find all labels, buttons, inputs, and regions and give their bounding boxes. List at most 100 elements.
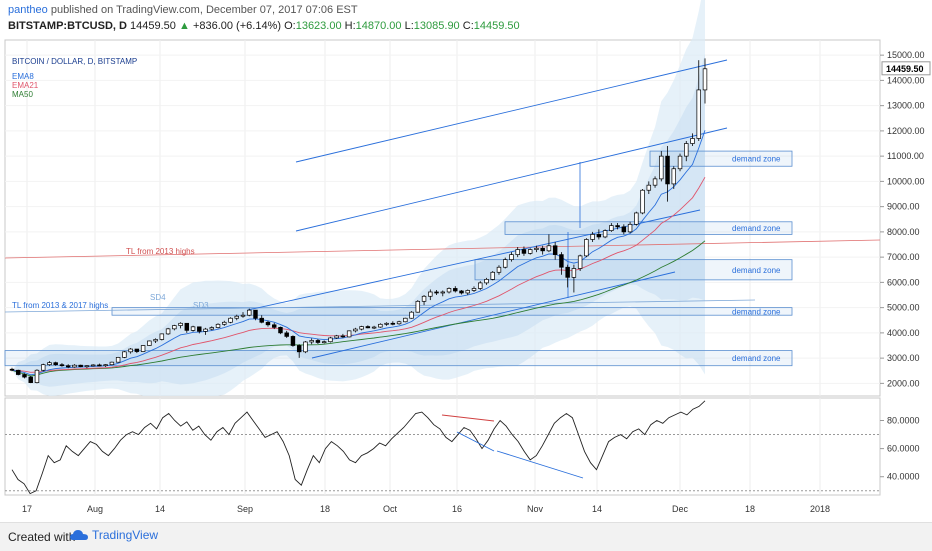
legend-ema21: EMA21 [12, 81, 39, 90]
candle-body [309, 340, 314, 343]
open-value: 13623.00 [295, 20, 342, 32]
candle-body [490, 271, 495, 280]
tradingview-logo[interactable]: TradingView [70, 528, 158, 542]
candle-body [646, 184, 652, 191]
candle-body [228, 317, 233, 323]
y-tick-label: 8000.00 [887, 227, 920, 237]
candle-body [546, 245, 552, 252]
oscillator-pane-frame [4, 397, 881, 496]
divergence-line [456, 431, 495, 452]
divergence-line [496, 450, 584, 479]
candle-body [478, 282, 483, 289]
candle-body [278, 326, 283, 334]
demand-zone-label: demand zone [732, 354, 781, 363]
candle-body [565, 266, 570, 278]
x-tick-label: 2018 [810, 504, 830, 514]
candle-body [634, 212, 639, 225]
bearish-divergence-line [441, 414, 495, 422]
candle-body [396, 321, 402, 325]
candle-body [184, 322, 190, 331]
tradingview-brand: TradingView [92, 528, 159, 542]
candle-body [65, 365, 71, 368]
candle-body [459, 290, 464, 294]
channel-upper-line [295, 59, 728, 163]
x-tick-label: 16 [452, 504, 462, 514]
candle-body [303, 341, 308, 353]
candle-body [559, 254, 564, 268]
sd3-label: SD3 [193, 301, 209, 310]
osc-tick-label: 60.0000 [887, 444, 920, 454]
candle-body [446, 288, 452, 293]
candle-body [34, 369, 40, 383]
x-tick-label: 14 [592, 504, 602, 514]
candle-body [334, 335, 339, 339]
candle-body [428, 291, 433, 297]
candle-body [390, 322, 396, 325]
candle-body [346, 330, 352, 338]
oscillator-line [11, 400, 706, 495]
candle-body [602, 230, 608, 238]
last-price: 14459.50 [130, 20, 176, 32]
candle-body [16, 369, 21, 375]
demand-zone-label: demand zone [732, 266, 781, 275]
candle-body [353, 328, 358, 332]
candle-body [552, 245, 558, 255]
legend-ema8: EMA8 [12, 72, 34, 81]
candle-body [153, 339, 158, 342]
candle-body [371, 326, 377, 329]
y-tick-label: 10000.00 [887, 176, 925, 186]
x-tick-label: Aug [87, 504, 103, 514]
y-tick-label: 7000.00 [887, 252, 920, 262]
channel-base-line [311, 271, 676, 359]
tradingview-cloud-icon [70, 530, 88, 540]
y-tick-label: 2000.00 [887, 378, 920, 388]
candle-body [178, 322, 183, 326]
candle-body [22, 374, 27, 378]
x-tick-label: Oct [383, 504, 398, 514]
candle-body [677, 155, 683, 170]
high-value: 14870.00 [355, 20, 402, 32]
candle-body [540, 247, 545, 252]
chart-canvas[interactable]: 15000.00 14000.00 13000.00 12000.00 11000.00… [0, 0, 932, 522]
candle-body [247, 309, 252, 316]
candle-body [484, 279, 489, 284]
candle-body [415, 300, 421, 313]
candle-body [40, 364, 46, 371]
author-link[interactable]: pantheo [8, 4, 48, 16]
y-tick-label: 13000.00 [887, 101, 925, 111]
candle-body [577, 255, 583, 269]
candle-body [365, 326, 371, 329]
candle-body [265, 321, 271, 326]
candle-body [134, 348, 140, 352]
candle-body [53, 362, 58, 366]
sd4-label: SD4 [150, 293, 166, 302]
candle-body [509, 254, 514, 261]
candle-body [621, 226, 627, 233]
low-value: 13085.90 [413, 20, 460, 32]
candle-body [109, 361, 115, 366]
candle-body [440, 291, 446, 294]
candle-body [28, 376, 33, 383]
demand-zone [474, 259, 793, 281]
osc-tick-label: 40.0000 [887, 472, 920, 482]
low-label: L: [404, 20, 414, 32]
candle-body [496, 266, 502, 273]
candle-body [465, 290, 470, 294]
candle-body [471, 288, 477, 291]
candle-body [590, 234, 595, 240]
candle-body [584, 239, 589, 257]
y-tick-label: 14000.00 [887, 75, 925, 85]
candle-body [384, 322, 389, 325]
open-label: O: [284, 20, 296, 32]
candle-body [521, 249, 527, 254]
trendline-2013-highs [4, 239, 881, 259]
candle-body [72, 364, 77, 368]
candle-body [259, 317, 264, 323]
x-tick-label: 18 [320, 504, 330, 514]
candle-body [328, 337, 333, 343]
candle-body [284, 332, 289, 337]
y-tick-label: 5000.00 [887, 303, 920, 313]
candle-body [78, 364, 83, 368]
x-tick-label: 14 [155, 504, 165, 514]
osc-tick-label: 80.0000 [887, 415, 920, 425]
